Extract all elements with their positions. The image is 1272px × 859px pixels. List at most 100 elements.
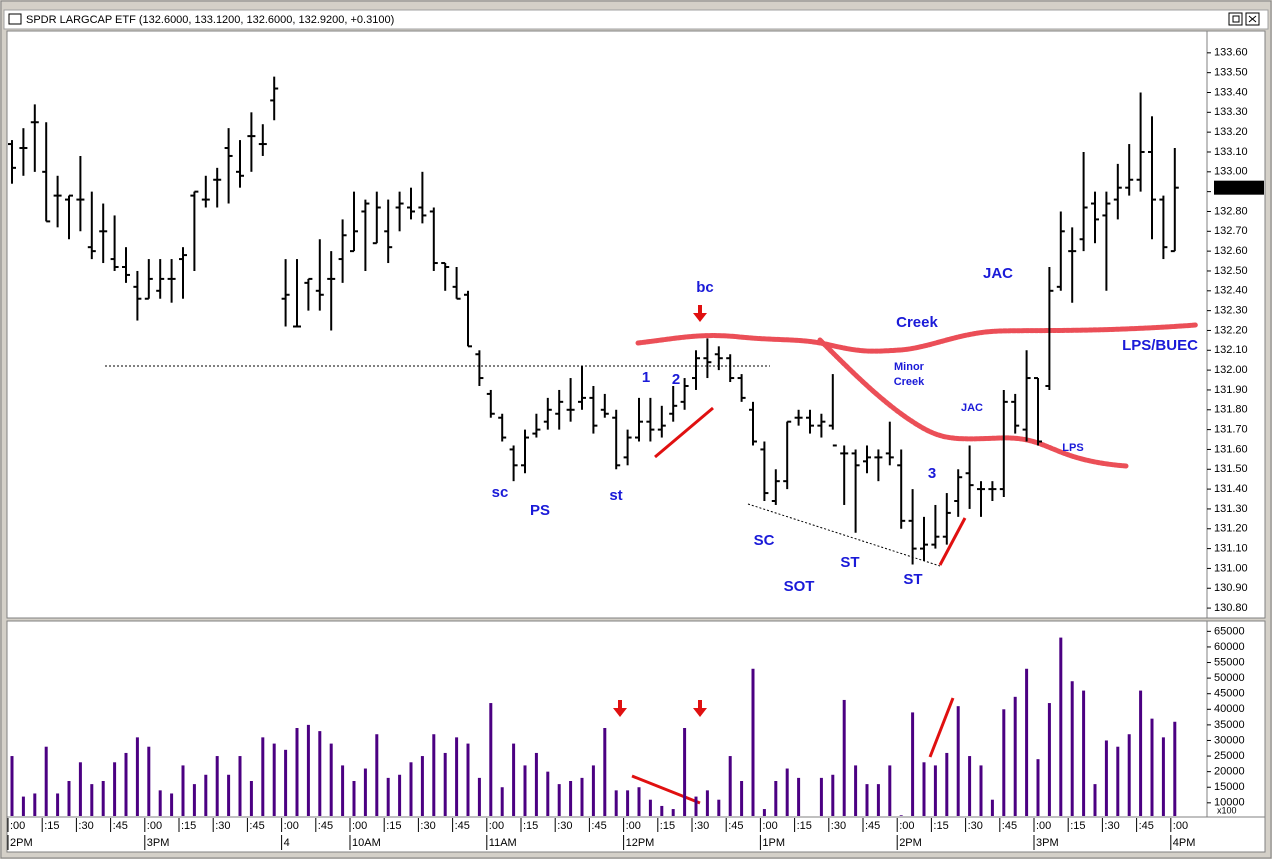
y-tick-label: 133.30 [1214,106,1248,118]
x-tick-label: :15 [933,820,948,832]
close-icon [1248,15,1257,23]
volume-bar [1139,690,1143,816]
x-tick-label: :45 [1139,820,1154,832]
y-tick-label: 65000 [1214,625,1245,637]
y-tick-label: 133.20 [1214,126,1248,138]
x-tick-label: 3PM [147,837,170,849]
minor-creek-line [817,337,1129,469]
volume-bar [398,774,402,816]
x-tick-label: :15 [386,820,401,832]
y-tick-label: 20000 [1214,766,1245,778]
volume-bar [1070,681,1074,816]
annotation: 2 [672,371,680,388]
y-tick-label: 131.90 [1214,384,1248,396]
volume-bar [124,752,128,816]
volume-bar [432,734,436,816]
volume-bar [1013,696,1017,816]
y-tick-label: 132.60 [1214,245,1248,257]
y-tick-label: 131.60 [1214,443,1248,455]
y-tick-label: 130.90 [1214,582,1248,594]
volume-bar [626,790,630,816]
x-tick-label: 3PM [1036,837,1059,849]
volume-bar [295,728,299,816]
annotation: LPS/BUEC [1122,337,1198,354]
volume-bar [227,774,231,816]
axis-unit-label: x100 [1217,805,1237,815]
volume-bar [842,699,846,816]
volume-bar [660,805,664,816]
chart-title: SPDR LARGCAP ETF (132.6000, 133.1200, 13… [26,14,394,26]
window-icon [8,13,22,25]
x-tick-label: :45 [728,820,743,832]
volume-bar [785,768,789,816]
annotation: bc [696,279,714,296]
volume-bar [751,668,755,816]
x-tick-label: :00 [352,820,367,832]
volume-bar [922,762,926,816]
y-tick-label: 131.80 [1214,404,1248,416]
y-tick-label: 133.50 [1214,67,1248,79]
y-tick-label: 45000 [1214,688,1245,700]
volume-bar [762,809,766,816]
y-tick-label: 55000 [1214,656,1245,668]
y-tick-label: 131.50 [1214,463,1248,475]
annotation: ST [903,571,922,588]
volume-bar [683,728,687,816]
volume-bar [580,777,584,816]
x-tick-label: :30 [831,820,846,832]
volume-bar [968,756,972,816]
volume-bar [694,796,698,816]
x-tick-label: :15 [1070,820,1085,832]
arrow [693,700,707,717]
x-tick-label: :00 [1036,820,1051,832]
volume-bar [603,728,607,816]
y-tick-label: 131.40 [1214,483,1248,495]
creek-lines [635,322,1199,469]
volume-bar [67,781,71,816]
volume-bar [534,752,538,816]
volume-bar [1036,759,1040,816]
x-tick-label: :00 [1173,820,1188,832]
x-tick-label: 12PM [626,837,655,849]
x-tick-label: :30 [420,820,435,832]
volume-bar [204,774,208,816]
volume-bar [705,790,709,816]
trend-line [654,406,714,459]
last-price-box [1214,180,1264,195]
x-tick-label: :30 [78,820,93,832]
volume-bar [363,768,367,816]
y-tick-label: 25000 [1214,750,1245,762]
annotation: JAC [961,402,983,414]
x-tick-label: :45 [591,820,606,832]
trend-line [631,774,701,805]
x-tick-label: :45 [455,820,470,832]
volume-bar [306,724,310,816]
volume-bar [990,799,994,816]
y-tick-label: 132.50 [1214,265,1248,277]
volume-bar [215,756,219,816]
volume-bar [500,787,504,816]
y-tick-label: 30000 [1214,734,1245,746]
volume-bar [113,762,117,816]
volume-bar [648,799,652,816]
y-tick-label: 133.40 [1214,86,1248,98]
volume-bar [489,703,493,816]
x-tick-label: 11AM [489,837,517,849]
volume-bar [386,777,390,816]
x-tick-label: :00 [899,820,914,832]
maximize-button[interactable] [1228,12,1243,26]
volume-bar [1161,737,1165,816]
volume-bar [181,765,185,816]
volume-bar [409,762,413,816]
volume-bar [819,777,823,816]
arrow [613,700,627,717]
x-tick-label: :45 [318,820,333,832]
volume-bar [90,784,94,816]
volume-bar [797,777,801,816]
volume-bar [876,784,880,816]
time-axis [6,816,1266,853]
x-tick-label: 10AM [352,837,381,849]
volume-axis [1206,620,1266,818]
title-bar [3,9,1269,30]
